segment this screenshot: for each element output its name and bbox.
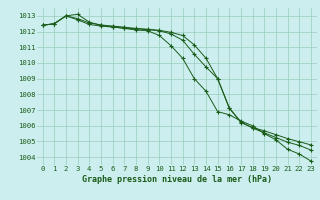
X-axis label: Graphe pression niveau de la mer (hPa): Graphe pression niveau de la mer (hPa) xyxy=(82,175,272,184)
